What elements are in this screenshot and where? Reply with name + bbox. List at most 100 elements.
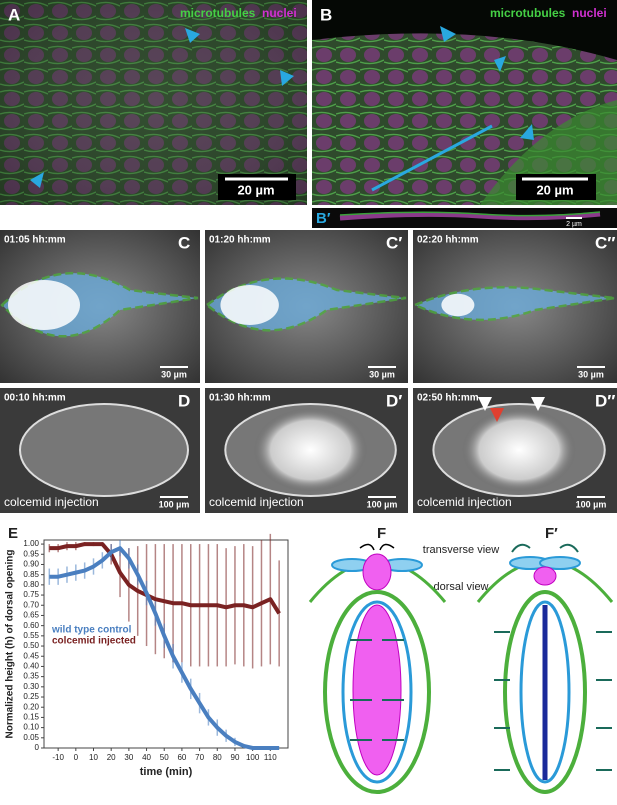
x-tick-label: 80: [213, 753, 222, 762]
legend-entry: colcemid injected: [52, 636, 136, 647]
arrowhead: [531, 397, 545, 411]
channel-label: microtubules: [490, 6, 566, 20]
panel-label: C″: [595, 233, 615, 252]
scale-label: 100 µm: [576, 499, 607, 509]
arrowhead: [478, 397, 492, 411]
y-tick-label: 0.45: [23, 651, 39, 660]
y-tick-label: 0: [35, 743, 40, 752]
panel-label: A: [8, 5, 20, 24]
time-label: 01:05 hh:mm: [4, 235, 66, 246]
scale-label: 20 µm: [536, 182, 573, 197]
time-label: 02:50 hh:mm: [417, 393, 479, 404]
x-tick-label: -10: [52, 753, 64, 762]
panel-label: C′: [386, 233, 402, 252]
x-tick-label: 40: [142, 753, 151, 762]
panel-f: F F′ transverse view dorsal view: [308, 525, 614, 794]
panel-b-prime: B′ 2 µm: [312, 208, 617, 228]
y-tick-label: 0.55: [23, 631, 39, 640]
y-tick-label: 0.10: [23, 723, 39, 732]
shade: [0, 0, 307, 205]
y-tick-label: 0.25: [23, 692, 39, 701]
scale-label: 30 µm: [578, 369, 604, 379]
arrows: [350, 631, 612, 771]
panel-label: D′: [386, 391, 402, 410]
x-tick-label: 100: [246, 753, 260, 762]
force-arrow: [359, 543, 395, 551]
x-tick-label: 110: [264, 753, 277, 762]
scale-label: 30 µm: [161, 369, 187, 379]
y-tick-label: 0.95: [23, 549, 39, 558]
y-tick-label: 0.20: [23, 702, 39, 711]
panel-label: F′: [545, 525, 558, 542]
channel-label: nuclei: [262, 6, 297, 20]
x-tick-label: 60: [177, 753, 186, 762]
y-tick-label: 0.40: [23, 662, 39, 671]
panel-row-c: 01:05 hh:mm C 30 µm 01:20 hh:mm C′ 30 µm 02:20…: [0, 230, 617, 383]
blob: [461, 408, 577, 492]
time-label: 02:20 hh:mm: [417, 235, 479, 246]
arrowhead: [490, 408, 504, 422]
legend-entry: wild type control: [51, 625, 132, 636]
bright-region: [220, 285, 279, 325]
arrowhead: [185, 28, 200, 43]
y-tick-label: 0.85: [23, 570, 39, 579]
y-tick-label: 0.05: [23, 733, 39, 742]
amnioserosa: [362, 553, 392, 591]
plot-frame: [43, 539, 289, 749]
y-tick-label: 0.65: [23, 611, 39, 620]
shade: [312, 0, 617, 60]
x-tick-label: 20: [107, 753, 116, 762]
scale-label: 100 µm: [159, 499, 190, 509]
panel-label: B: [320, 5, 332, 24]
blob: [253, 408, 368, 492]
x-tick-label: 30: [124, 753, 133, 762]
series-line: [49, 546, 280, 750]
y-tick-label: 0.15: [23, 713, 39, 722]
y-tick-label: 0.30: [23, 682, 39, 691]
treatment-label: colcemid injection: [4, 495, 99, 509]
y-tick-label: 0.60: [23, 621, 39, 630]
treatment-label: colcemid injection: [209, 495, 304, 509]
y-tick-label: 0.90: [23, 560, 39, 569]
panel-label: D″: [595, 391, 615, 410]
section-line: [371, 124, 493, 192]
x-tick-label: 50: [160, 753, 169, 762]
y-tick-label: 0.70: [23, 600, 39, 609]
bright-region: [8, 280, 80, 330]
channel-label: microtubules: [180, 6, 256, 20]
epidermis: [539, 556, 581, 570]
arrowhead: [30, 172, 44, 188]
y-axis-label: Normalized height (h) of dorsal opening: [5, 550, 16, 739]
amnioserosa: [352, 604, 402, 776]
scale-label: 20 µm: [237, 182, 274, 197]
y-tick-label: 1.00: [23, 539, 39, 548]
time-label: 01:30 hh:mm: [209, 393, 271, 404]
arrowhead: [280, 70, 294, 86]
x-tick-label: 0: [74, 753, 79, 762]
y-tick-label: 0.80: [23, 580, 39, 589]
section: [339, 211, 601, 221]
epidermis-edge: [519, 600, 571, 784]
scale-label: 100 µm: [367, 499, 398, 509]
x-tick-label: 10: [89, 753, 98, 762]
panel-label: F: [377, 525, 386, 542]
embryo: [19, 403, 189, 497]
y-tick-label: 0.75: [23, 590, 39, 599]
treatment-label: colcemid injection: [417, 495, 512, 509]
section: [339, 211, 601, 217]
arrowhead: [440, 26, 456, 42]
view-label: transverse view: [423, 544, 499, 556]
series-line: [49, 542, 281, 615]
force-arrow: [511, 543, 579, 553]
y-tick-label: 0.35: [23, 672, 39, 681]
panel-b: B microtubules nuclei 20 µm: [312, 0, 617, 205]
panel-label: D: [178, 391, 190, 410]
amnioserosa: [533, 566, 557, 586]
x-tick-label: 90: [231, 753, 240, 762]
x-tick-label: 70: [195, 753, 204, 762]
time-label: 01:20 hh:mm: [209, 235, 271, 246]
arrowhead: [494, 56, 506, 72]
panel-label: C: [178, 233, 190, 252]
